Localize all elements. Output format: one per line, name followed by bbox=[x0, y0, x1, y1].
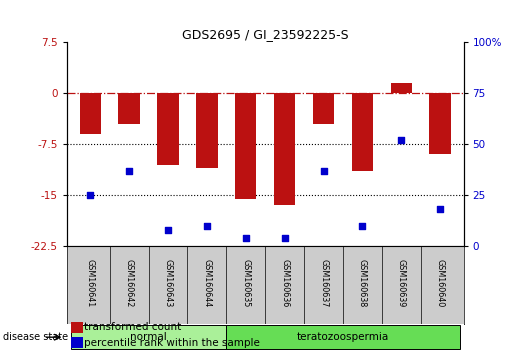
Text: normal: normal bbox=[130, 332, 167, 342]
Title: GDS2695 / GI_23592225-S: GDS2695 / GI_23592225-S bbox=[182, 28, 349, 41]
Bar bbox=[227, 325, 459, 349]
Bar bbox=[158, 93, 179, 165]
Text: transformed count: transformed count bbox=[84, 322, 181, 332]
Bar bbox=[352, 93, 373, 171]
Bar bbox=[80, 93, 101, 134]
Bar bbox=[274, 93, 296, 205]
Bar bbox=[71, 337, 83, 348]
Text: teratozoospermia: teratozoospermia bbox=[297, 332, 389, 342]
Text: GSM160640: GSM160640 bbox=[436, 259, 444, 308]
Text: GSM160636: GSM160636 bbox=[280, 259, 289, 308]
Text: GSM160642: GSM160642 bbox=[125, 259, 134, 308]
Bar bbox=[430, 93, 451, 154]
Bar bbox=[313, 93, 334, 124]
Text: GSM160643: GSM160643 bbox=[164, 259, 173, 308]
Point bbox=[164, 227, 172, 233]
Point bbox=[319, 168, 328, 173]
Bar bbox=[71, 322, 83, 333]
Text: GSM160644: GSM160644 bbox=[202, 259, 212, 308]
Text: GSM160635: GSM160635 bbox=[242, 259, 250, 308]
Point bbox=[358, 223, 367, 229]
Point bbox=[86, 192, 94, 198]
Point bbox=[397, 137, 405, 143]
Bar bbox=[118, 93, 140, 124]
Text: GSM160638: GSM160638 bbox=[358, 259, 367, 308]
Point bbox=[281, 235, 289, 241]
Text: disease state: disease state bbox=[3, 332, 67, 342]
Bar bbox=[235, 93, 256, 199]
Point bbox=[125, 168, 133, 173]
Text: GSM160637: GSM160637 bbox=[319, 259, 328, 308]
Point bbox=[436, 207, 444, 212]
Point bbox=[203, 223, 211, 229]
Point bbox=[242, 235, 250, 241]
Text: GSM160641: GSM160641 bbox=[86, 259, 95, 308]
Text: GSM160639: GSM160639 bbox=[397, 259, 406, 308]
Bar bbox=[390, 83, 412, 93]
Bar bbox=[71, 325, 227, 349]
Bar bbox=[196, 93, 218, 168]
Text: percentile rank within the sample: percentile rank within the sample bbox=[84, 338, 260, 348]
